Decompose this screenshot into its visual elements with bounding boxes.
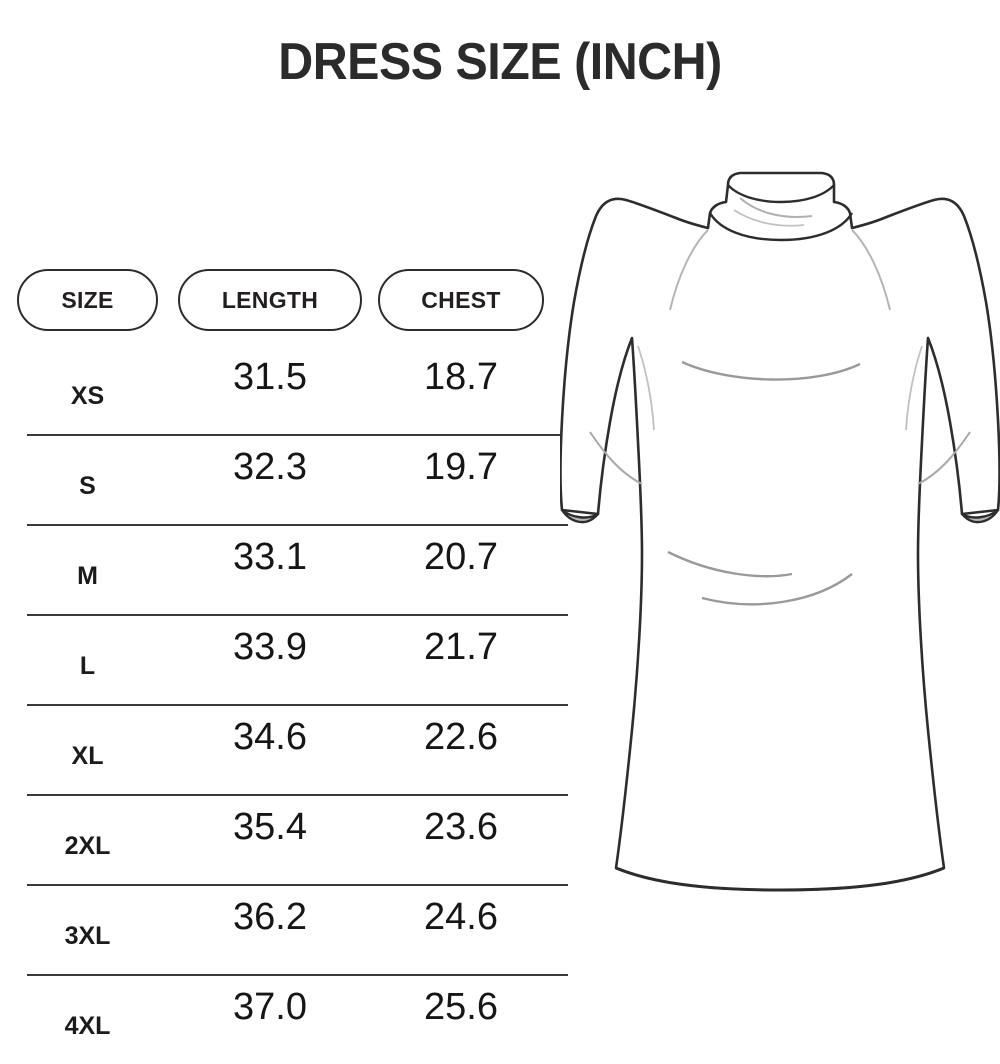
collar-crease-detail [739,197,813,218]
page-title: DRESS SIZE (INCH) [278,33,722,91]
underarm-crease-left [637,345,655,431]
row-divider [27,704,568,706]
table-row: XL 34.6 22.6 [0,704,580,794]
cell-length: 36.2 [233,896,307,938]
cell-length: 31.5 [233,356,307,398]
cell-size: M [77,562,98,590]
column-header-length-label: LENGTH [221,286,319,313]
hip-drape-line-1 [667,550,793,578]
cell-size: L [79,652,96,680]
hip-drape-line-2 [701,573,853,606]
hem-line [615,866,945,892]
row-divider [27,974,568,976]
cuff-opening-left [560,508,600,524]
row-divider [27,884,568,886]
elbow-crease-left [589,431,643,485]
table-row: S 32.3 19.7 [0,434,580,524]
cell-chest: 21.7 [424,626,498,668]
table-row: M 33.1 20.7 [0,524,580,614]
cell-length: 33.9 [233,626,307,668]
cell-length: 35.4 [233,806,307,848]
column-header-size: SIZE [17,269,158,331]
cell-size: XS [70,382,105,410]
cell-chest: 18.7 [424,356,498,398]
table-row: 2XL 35.4 23.6 [0,794,580,884]
row-divider [27,794,568,796]
column-header-size-label: SIZE [61,286,114,313]
cell-size: 3XL [64,922,111,950]
column-header-length: LENGTH [178,269,362,331]
cuff-opening-right [960,508,1000,524]
row-divider [27,524,568,526]
dress-illustration [560,150,1000,910]
underarm-crease-right [905,345,923,431]
table-row: 3XL 36.2 24.6 [0,884,580,974]
bust-drape-line [681,360,861,381]
cell-chest: 22.6 [424,716,498,758]
cell-chest: 23.6 [424,806,498,848]
column-header-chest-label: CHEST [421,286,501,313]
shoulder-seam-left [669,229,709,311]
cell-chest: 24.6 [424,896,498,938]
elbow-crease-right [917,431,971,485]
cell-size: XL [71,742,104,770]
table-row: L 33.9 21.7 [0,614,580,704]
cell-size: S [79,472,96,500]
dress-body-outline [560,171,1000,892]
collar-fold-line [708,212,854,242]
table-row: XS 31.5 18.7 [0,344,580,434]
row-divider [27,434,568,436]
cell-chest: 20.7 [424,536,498,578]
cell-chest: 19.7 [424,446,498,488]
collar-opening-line [727,184,835,204]
cell-length: 37.0 [233,986,307,1028]
row-divider [27,614,568,616]
shoulder-seam-right [851,229,891,311]
cell-length: 34.6 [233,716,307,758]
column-header-chest: CHEST [378,269,544,331]
cell-length: 32.3 [233,446,307,488]
cell-size: 2XL [64,832,111,860]
collar-crease-detail-2 [733,209,805,227]
table-row: 4XL 37.0 25.6 [0,974,580,1064]
cell-length: 33.1 [233,536,307,578]
cell-size: 4XL [64,1012,111,1040]
cell-chest: 25.6 [424,986,498,1028]
size-chart-table: SIZE LENGTH CHEST XS 31.5 18.7 S 32.3 19… [0,130,580,1040]
